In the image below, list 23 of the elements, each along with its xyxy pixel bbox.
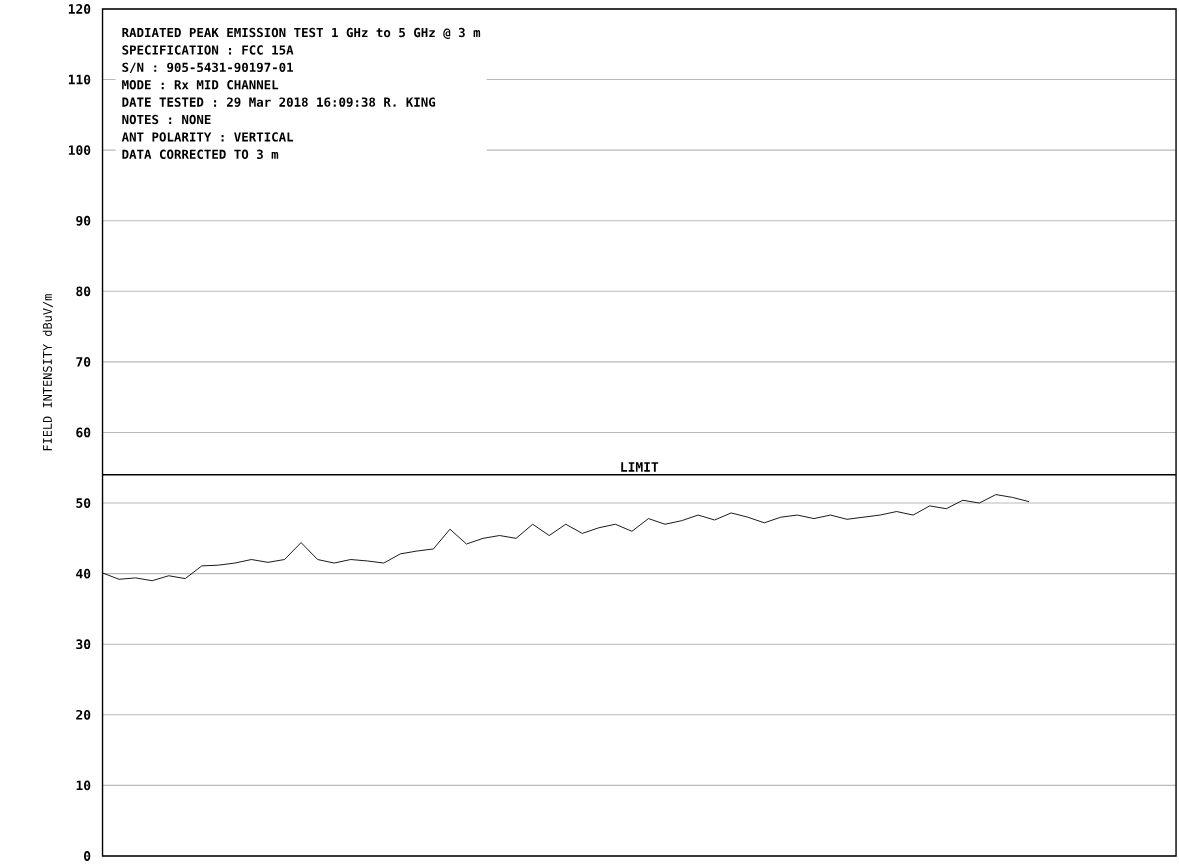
y-axis-title: FIELD INTENSITY dBuV/m <box>42 294 53 451</box>
y-tick-label: 0 <box>84 851 91 861</box>
y-tick-label: 110 <box>68 74 91 85</box>
annotation: DATE TESTED : 29 Mar 2018 16:09:38 R. KING <box>122 97 436 107</box>
y-tick-label: 60 <box>76 427 91 438</box>
y-tick-label: 50 <box>76 498 91 508</box>
y-tick-label: 10 <box>76 780 91 791</box>
y-tick-label: 100 <box>68 145 91 156</box>
annotation: SPECIFICATION : FCC 15A <box>122 45 294 55</box>
y-tick-label: 80 <box>76 286 91 297</box>
annotation: MODE : Rx MID CHANNEL <box>122 80 279 90</box>
annotation: NOTES : NONE <box>122 114 211 125</box>
y-tick-label: 120 <box>68 4 91 14</box>
annotation: ANT POLARITY : VERTICAL <box>121 132 294 142</box>
y-tick-label: 40 <box>76 568 91 579</box>
ref-line-label: LIMIT <box>621 462 659 472</box>
annotation: DATA CORRECTED TO 3 m <box>122 149 279 160</box>
y-tick-label: 20 <box>76 709 91 720</box>
y-tick-label: 30 <box>76 639 91 650</box>
text: RADIATED PEAK EMISSION TEST 1 GHz to 5 GHz @ 3 m <box>122 27 481 40</box>
y-tick-label: 90 <box>76 215 91 226</box>
annotation: S/N : 905-5431-90197-01 <box>122 62 294 74</box>
y-tick-label: 70 <box>76 357 91 367</box>
